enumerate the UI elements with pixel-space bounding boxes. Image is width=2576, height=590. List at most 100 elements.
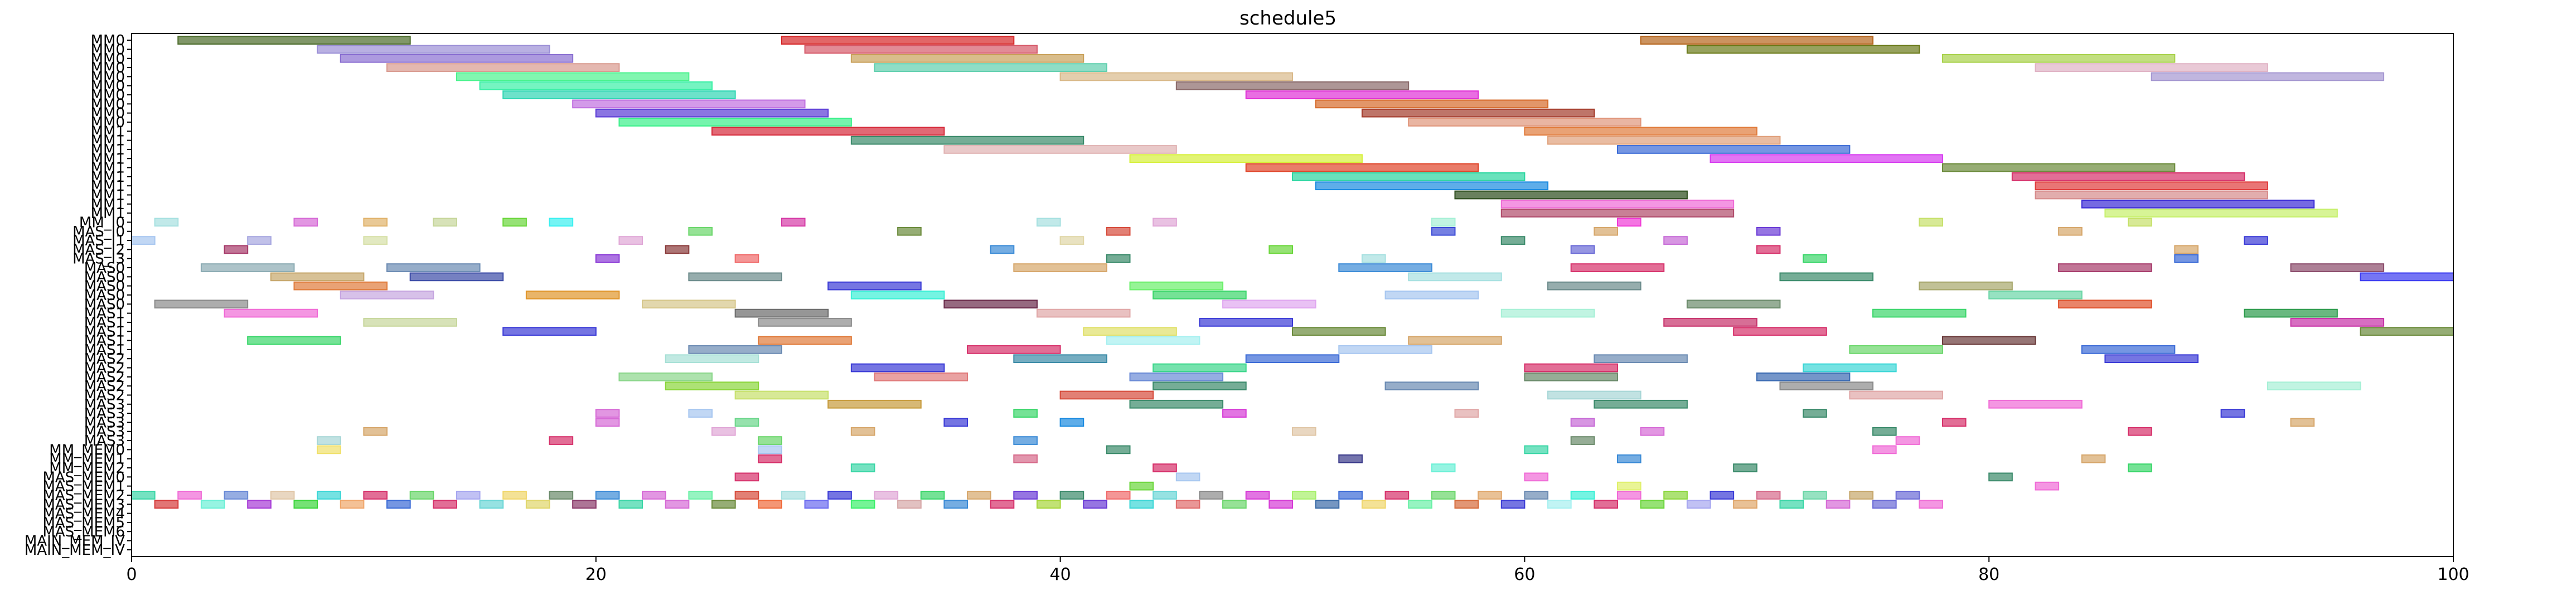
x-tick-label: 40 [1050, 565, 1071, 584]
gantt-bar [2035, 190, 2268, 200]
gantt-bar [1175, 472, 1200, 482]
gantt-bar [850, 500, 875, 509]
gantt-bar [990, 500, 1015, 509]
gantt-bar [1408, 272, 1502, 282]
gantt-bar [734, 418, 759, 427]
y-tick-label: MM_I0 [79, 214, 125, 231]
gantt-bar [1361, 500, 1386, 509]
gantt-bar [1153, 291, 1247, 299]
y-tick-label: MAS3 [84, 414, 125, 431]
y-tick-label: MM0 [91, 60, 125, 76]
gantt-bar [1616, 454, 1642, 463]
gantt-bar [1153, 381, 1247, 391]
gantt-bar [200, 500, 225, 509]
y-tick-label: MAS_MEM1 [42, 478, 125, 495]
gantt-bar [688, 345, 782, 354]
gantt-bar [572, 99, 806, 109]
gantt-bar [2128, 463, 2152, 472]
gantt-bar [827, 399, 922, 409]
gantt-bar [247, 500, 272, 509]
gantt-bar [595, 409, 620, 418]
gantt-bar [781, 491, 806, 500]
gantt-bar [1710, 154, 1943, 163]
y-tick-label: MAS0 [84, 269, 125, 286]
gantt-bar [1431, 463, 1456, 472]
gantt-bar [2035, 63, 2268, 72]
gantt-bar [1013, 436, 1038, 445]
gantt-bar [1408, 336, 1502, 345]
gantt-bar [1756, 491, 1781, 500]
gantt-bar [1524, 445, 1549, 454]
gantt-bar [200, 263, 295, 272]
gantt-bar [688, 491, 713, 500]
gantt-bar [734, 390, 829, 400]
gantt-bar [2035, 181, 2268, 191]
gantt-bar [1733, 327, 1827, 336]
gantt-bar [2151, 72, 2385, 81]
y-tick-label: MAS2 [84, 351, 125, 367]
y-tick-label: MAS1 [84, 306, 125, 322]
gantt-bar [1013, 354, 1107, 364]
gantt-bar [1686, 299, 1781, 309]
gantt-bar [1199, 318, 1293, 327]
y-tick-label: MAS0 [84, 260, 125, 277]
y-tick-label: MAS_I3 [72, 251, 125, 268]
gantt-bar [1153, 217, 1177, 227]
gantt-bar [850, 363, 945, 373]
gantt-bar [1408, 500, 1432, 509]
gantt-bar [1640, 36, 1874, 45]
gantt-bar [1594, 399, 1688, 409]
gantt-bar [479, 81, 713, 90]
gantt-bar [1245, 354, 1340, 364]
gantt-bar [1408, 118, 1642, 127]
gantt-bar [1013, 409, 1038, 418]
gantt-bar [2081, 454, 2106, 463]
gantt-bar [549, 436, 574, 445]
gantt-bar [618, 372, 713, 381]
y-tick-label: MM0 [91, 114, 125, 131]
gantt-bar [1292, 327, 1386, 336]
gantt-bar [1129, 372, 1224, 381]
gantt-bar [2267, 381, 2361, 391]
gantt-bar [1199, 491, 1224, 500]
y-tick-label: MAS3 [84, 396, 125, 413]
gantt-bar [1036, 217, 1061, 227]
y-tick-label: MAS_MEM5 [42, 515, 125, 531]
gantt-bar [525, 291, 620, 299]
gantt-bar [595, 418, 620, 427]
gantt-bar [642, 491, 666, 500]
gantt-bar [1756, 245, 1781, 254]
gantt-bar [456, 72, 690, 81]
gantt-bar [1919, 281, 2013, 291]
gantt-bar [1454, 409, 1479, 418]
gantt-bar [1803, 491, 1827, 500]
gantt-bar [920, 491, 945, 500]
gantt-bar [1616, 481, 1642, 491]
gantt-bar [688, 409, 713, 418]
y-tick-label: MM1 [91, 187, 125, 204]
gantt-bar [1384, 491, 1410, 500]
y-tick-label: MM0 [91, 96, 125, 113]
gantt-bar [1710, 491, 1735, 500]
gantt-bar [595, 254, 620, 263]
gantt-bar [293, 281, 388, 291]
y-tick-label: MAS2 [84, 378, 125, 395]
gantt-bar [1988, 472, 2013, 482]
gantt-bar [154, 500, 179, 509]
gantt-bar [1895, 491, 1920, 500]
gantt-bar [247, 336, 341, 345]
y-tick-label: MM_MEM0 [49, 442, 125, 458]
gantt-bar [943, 299, 1038, 309]
gantt-bar [1919, 217, 1943, 227]
y-tick-label: MAS_MEM4 [42, 506, 125, 523]
gantt-bar [1686, 500, 1711, 509]
gantt-bar [270, 491, 295, 500]
gantt-bar [1059, 236, 1084, 245]
gantt-bar [1524, 472, 1549, 482]
gantt-bar [1338, 263, 1432, 272]
y-tick-label: MM1 [91, 178, 125, 195]
gantt-bar [1384, 291, 1479, 299]
gantt-bar [1756, 226, 1781, 236]
gantt-bar [1013, 454, 1038, 463]
